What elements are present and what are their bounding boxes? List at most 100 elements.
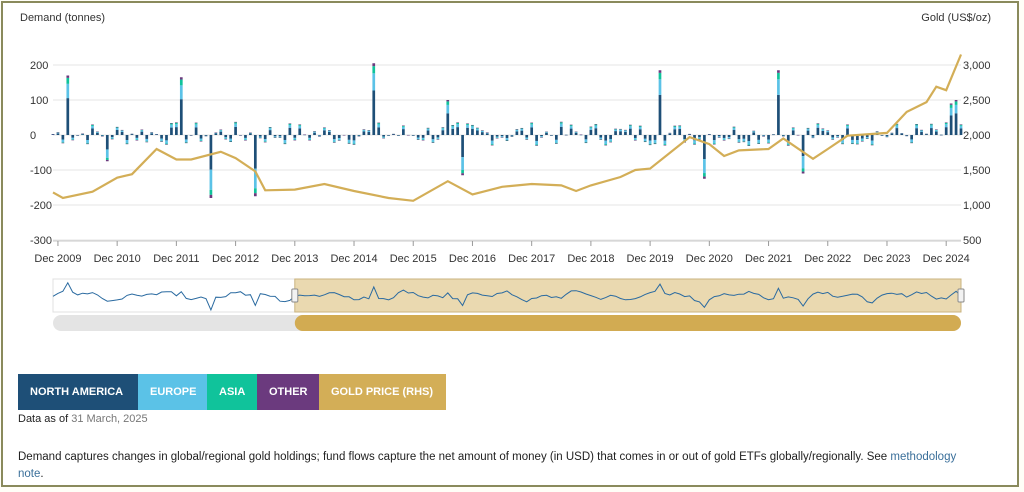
bar-other: [767, 142, 770, 144]
bar-other: [81, 133, 84, 135]
bar-europe: [125, 140, 129, 143]
bar-other: [959, 124, 963, 125]
bar-europe: [920, 130, 923, 132]
bar-other: [816, 123, 820, 124]
bar-other: [791, 127, 795, 128]
bar-north-america: [441, 130, 445, 135]
bar-europe: [727, 137, 731, 139]
bar-north-america: [298, 128, 302, 135]
range-navigator[interactable]: [52, 278, 965, 313]
bar-asia: [490, 144, 494, 145]
bar-other: [846, 124, 849, 125]
bar-other: [535, 145, 538, 146]
bar-other: [550, 135, 553, 136]
bar-north-america: [229, 135, 232, 139]
bar-other: [900, 133, 904, 134]
bar-europe: [160, 138, 163, 141]
bar-other: [416, 139, 420, 140]
bar-other: [663, 144, 667, 146]
bar-other: [402, 125, 405, 126]
bar-other: [589, 126, 593, 128]
bar-europe: [485, 132, 489, 134]
bar-other: [347, 143, 351, 144]
bar-north-america: [253, 135, 257, 169]
bar-asia: [71, 139, 75, 140]
bar-other: [732, 126, 736, 128]
bar-asia: [308, 139, 311, 141]
bar-europe: [614, 129, 617, 132]
bar-other: [673, 125, 677, 127]
bar-asia: [584, 141, 588, 143]
bar-europe: [865, 136, 869, 139]
bar-asia: [816, 123, 820, 125]
bar-asia: [446, 101, 450, 105]
bar-europe: [278, 136, 282, 138]
bar-other: [86, 143, 89, 145]
legend-europe[interactable]: EUROPE: [138, 374, 207, 410]
scrollbar-thumb[interactable]: [294, 315, 962, 331]
bar-asia: [298, 124, 302, 126]
bar-other: [278, 137, 282, 138]
bar-other: [653, 143, 657, 145]
bar-europe: [520, 128, 524, 131]
bar-north-america: [194, 127, 198, 135]
bar-europe: [510, 135, 514, 137]
bar-europe: [811, 136, 815, 138]
bar-asia: [293, 139, 297, 140]
legend-asia[interactable]: ASIA: [207, 374, 257, 410]
bar-asia: [653, 142, 657, 144]
bar-asia: [451, 125, 455, 127]
note-suffix: .: [40, 468, 44, 480]
x-tick-label: Dec 2013: [271, 253, 318, 265]
bar-north-america: [574, 132, 578, 135]
navigator-handle-right[interactable]: [957, 288, 965, 303]
bar-north-america: [786, 135, 790, 141]
bar-asia: [135, 139, 139, 141]
bar-north-america: [500, 135, 504, 137]
bar-europe: [258, 136, 262, 138]
bar-north-america: [352, 135, 356, 141]
bar-europe: [357, 135, 361, 137]
bar-asia: [421, 139, 425, 141]
bar-asia: [569, 125, 573, 127]
legend-other[interactable]: OTHER: [257, 374, 319, 410]
bar-other: [925, 133, 928, 135]
bar-north-america: [925, 134, 928, 135]
bar-north-america: [372, 90, 376, 135]
bar-north-america: [466, 127, 469, 135]
navigator-handle-left[interactable]: [291, 288, 299, 303]
bar-asia: [476, 128, 479, 129]
bar-europe: [71, 137, 75, 140]
range-scrollbar[interactable]: [53, 315, 962, 331]
bar-asia: [727, 138, 731, 139]
bar-north-america: [851, 135, 854, 140]
bar-europe: [638, 126, 642, 130]
bar-other: [930, 123, 933, 125]
bar-asia: [332, 141, 336, 143]
methodology-note-link[interactable]: methodology note: [18, 451, 957, 480]
bar-other: [367, 130, 371, 131]
legend-gold-price[interactable]: GOLD PRICE (RHS): [319, 374, 446, 410]
bar-other: [841, 143, 844, 145]
bar-other: [214, 132, 218, 134]
bar-asia: [629, 125, 632, 127]
bar-other: [66, 75, 70, 78]
bar-other: [856, 143, 859, 145]
bar-north-america: [426, 130, 430, 135]
bar-europe: [658, 79, 662, 95]
bar-europe: [742, 138, 746, 142]
bar-north-america: [199, 135, 203, 139]
bar-europe: [663, 140, 667, 145]
legend-north-america[interactable]: NORTH AMERICA: [18, 374, 138, 410]
bar-other: [155, 134, 158, 135]
bar-europe: [870, 140, 874, 144]
x-tick-label: Dec 2024: [923, 253, 970, 265]
right-tick-label: 3,000: [963, 60, 991, 72]
bar-asia: [693, 143, 696, 145]
bar-other: [480, 130, 484, 131]
bar-asia: [747, 144, 751, 146]
bar-north-america: [105, 135, 109, 150]
bar-asia: [244, 139, 247, 141]
bar-europe: [885, 135, 889, 137]
bar-north-america: [150, 133, 154, 135]
